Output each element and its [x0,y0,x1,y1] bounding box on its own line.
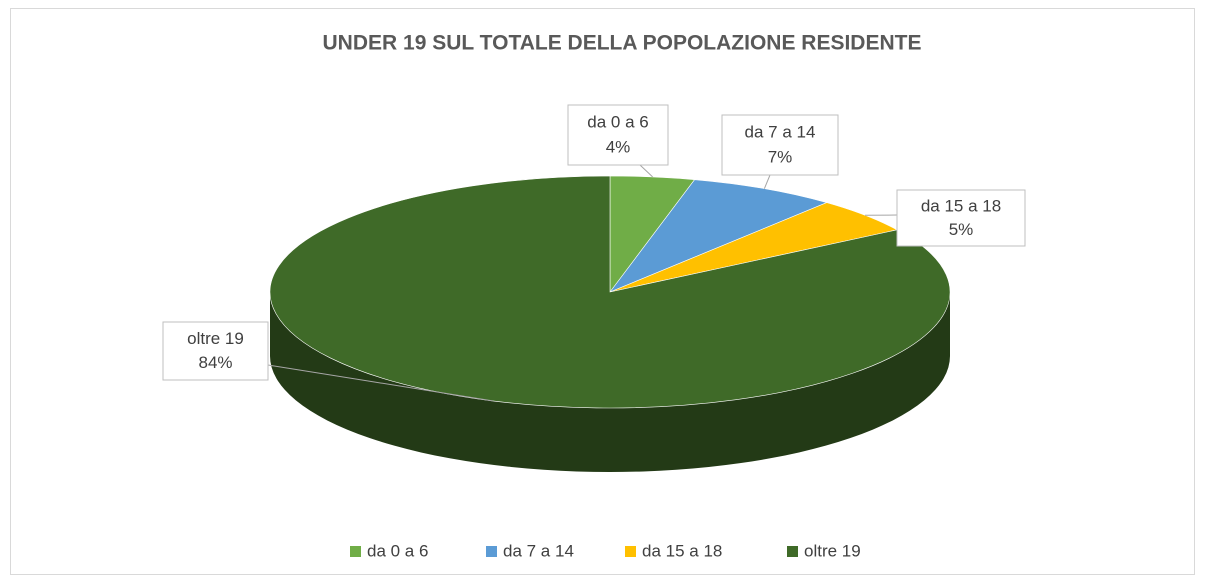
legend-swatch [350,546,361,557]
data-label-box [567,104,669,166]
legend-swatch [787,546,798,557]
legend-label: da 0 a 6 [367,541,428,560]
leader-line [763,174,771,189]
leader-line [267,364,493,402]
data-label-box [162,321,269,381]
pie-slice-side [270,292,950,472]
data-label-category: oltre 19 [187,329,244,348]
data-label-value: 5% [949,220,974,239]
data-label-category: da 7 a 14 [745,122,816,141]
legend-label: oltre 19 [804,541,861,560]
data-label-category: da 15 a 18 [921,196,1001,215]
data-label-box [896,189,1026,247]
data-label-value: 84% [198,353,232,372]
data-label-box [721,114,839,176]
leader-line [639,164,653,178]
data-label-value: 4% [606,138,631,157]
legend-label: da 15 a 18 [642,541,722,560]
chart-title: UNDER 19 SUL TOTALE DELLA POPOLAZIONE RE… [323,32,922,55]
data-label-value: 7% [768,148,793,167]
legend-swatch [625,546,636,557]
legend-label: da 7 a 14 [503,541,574,560]
legend-swatch [486,546,497,557]
data-label-category: da 0 a 6 [587,112,648,131]
